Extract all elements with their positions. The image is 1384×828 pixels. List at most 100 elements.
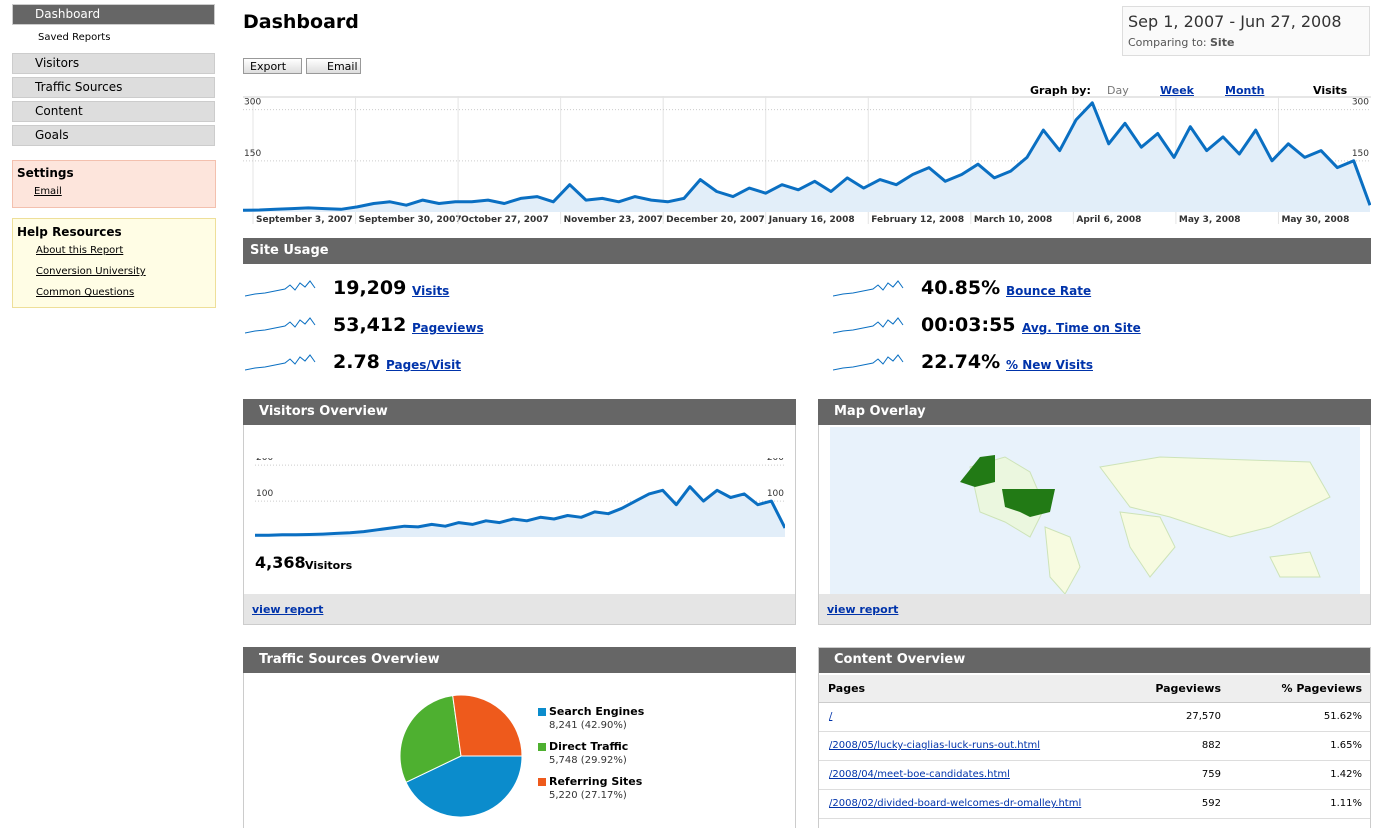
metric-link[interactable]: % New Visits — [1006, 358, 1093, 372]
x-tick-label: May 3, 2008 — [1179, 215, 1241, 225]
graph-metric[interactable]: Visits — [1313, 84, 1348, 97]
export-button[interactable]: Export — [243, 58, 302, 74]
panel-title: Visitors Overview — [243, 399, 796, 425]
help-title: Help Resources — [17, 225, 122, 239]
x-tick-label: March 10, 2008 — [974, 215, 1052, 225]
content-panel: Content Overview Pages Pageviews % Pagev… — [818, 647, 1371, 828]
date-range: Sep 1, 2007 - Jun 27, 2008 — [1128, 12, 1342, 31]
sparkline-path — [833, 280, 904, 297]
nav-goals[interactable]: Goals — [12, 125, 215, 146]
panel-title: Map Overlay — [818, 399, 1371, 425]
help-link[interactable]: Conversion University — [36, 266, 146, 277]
nav-content[interactable]: Content — [12, 101, 215, 122]
legend-name: Referring Sites — [549, 775, 643, 788]
date-picker[interactable]: Sep 1, 2007 - Jun 27, 2008 Comparing to:… — [1122, 6, 1370, 56]
land — [1044, 526, 1081, 594]
pct-pageviews: 1.42% — [1330, 769, 1362, 780]
pie-slice — [399, 695, 462, 783]
panel-footer — [819, 594, 1370, 624]
line — [255, 485, 785, 537]
graph-by-day[interactable]: Day — [1107, 84, 1129, 97]
x-tick-label: January 16, 2008 — [768, 215, 855, 225]
metric-link[interactable]: Avg. Time on Site — [1022, 321, 1141, 335]
table-row — [819, 790, 1370, 819]
graph-by-label: Graph by: — [1030, 84, 1091, 97]
sparkline — [245, 317, 316, 334]
land-us — [1002, 489, 1055, 517]
legend-swatch — [538, 743, 546, 751]
view-report[interactable]: view report — [827, 603, 899, 616]
x-tick-label: September 3, 2007 — [256, 215, 353, 225]
main-chart: September 3, 2007 September 30, 2007 Octob… — [243, 96, 1371, 225]
settings-box: Settings Email — [12, 160, 216, 208]
sparkline-path — [833, 354, 904, 371]
panel-title: Traffic Sources Overview — [243, 647, 796, 673]
nav-saved-reports[interactable]: Saved Reports — [38, 32, 111, 43]
land-alaska — [960, 455, 995, 487]
sparkline-path — [245, 280, 316, 297]
help-link[interactable]: About this Report — [36, 245, 124, 256]
nav-traffic-sources[interactable]: Traffic Sources — [12, 77, 215, 98]
metric-link[interactable]: Visits — [412, 284, 450, 298]
table-row — [819, 761, 1370, 790]
graph-by-month[interactable]: Month — [1225, 84, 1265, 97]
area — [255, 486, 785, 537]
pageviews: 882 — [1201, 740, 1221, 751]
legend-name: Direct Traffic — [549, 740, 629, 753]
page-link[interactable]: /2008/05/lucky-ciaglias-luck-runs-out.ht… — [829, 740, 1041, 751]
nav-dashboard[interactable]: Dashboard — [12, 4, 215, 25]
x-tick-label: September 30, 2007 — [359, 215, 462, 225]
legend-swatch — [538, 778, 546, 786]
x-tick-label: November 23, 2007 — [564, 215, 663, 225]
pageviews: 27,570 — [1186, 711, 1221, 722]
panel-title: Content Overview — [819, 648, 1370, 673]
page-link[interactable]: /2008/02/divided-board-welcomes-dr-omall… — [829, 798, 1082, 809]
help-link[interactable]: Common Questions — [36, 287, 135, 298]
visitors-total-label: Visitors — [305, 559, 353, 572]
pageviews: 592 — [1201, 798, 1221, 809]
x-tick-label: April 6, 2008 — [1076, 215, 1141, 225]
page-link[interactable]: / — [829, 711, 833, 722]
table-header: Pages Pageviews % Pageviews — [819, 675, 1370, 703]
land — [1099, 456, 1331, 538]
column-header: % Pageviews — [1281, 682, 1363, 695]
settings-email[interactable]: Email — [34, 186, 62, 197]
y-tick-label: 100 — [767, 489, 784, 499]
graph-by-week[interactable]: Week — [1160, 84, 1194, 97]
y-tick-label: 300 — [1352, 98, 1369, 108]
world-map — [830, 427, 1360, 594]
settings-title: Settings — [17, 166, 74, 180]
metric-value: 2.78 — [333, 351, 380, 373]
page-link[interactable]: /2008/04/meet-boe-candidates.html — [829, 769, 1010, 780]
pie-slice — [405, 755, 523, 818]
column-header: Pageviews — [1155, 682, 1221, 695]
legend-name: Search Engines — [549, 705, 645, 718]
sparkline — [833, 317, 904, 334]
metric-value: 19,209 — [333, 277, 407, 299]
legend-value: 5,748 (29.92%) — [549, 755, 627, 766]
pct-pageviews: 51.62% — [1323, 711, 1362, 722]
nav-visitors[interactable]: Visitors — [12, 53, 215, 74]
y-tick-label: 150 — [244, 149, 261, 159]
sparkline-path — [245, 317, 316, 334]
metric-link[interactable]: Bounce Rate — [1006, 284, 1092, 298]
legend-value: 8,241 (42.90%) — [549, 720, 627, 731]
sparkline-path — [245, 354, 316, 371]
view-report[interactable]: view report — [252, 603, 324, 616]
site-usage-bar: Site Usage — [243, 238, 1371, 264]
email-button[interactable]: Email — [306, 58, 361, 74]
land — [1119, 511, 1176, 578]
y-tick-label: 200 — [767, 458, 784, 463]
pct-pageviews: 1.11% — [1330, 798, 1362, 809]
sparkline — [833, 354, 904, 371]
area — [243, 102, 1370, 212]
sparkline — [833, 280, 904, 297]
metric-link[interactable]: Pages/Visit — [386, 358, 462, 372]
metric-link[interactable]: Pageviews — [412, 321, 484, 335]
comparing-label: Comparing to: — [1128, 36, 1207, 49]
legend-swatch — [538, 708, 546, 716]
metric-value: 00:03:55 — [921, 314, 1016, 336]
y-tick-label: 150 — [1352, 149, 1369, 159]
